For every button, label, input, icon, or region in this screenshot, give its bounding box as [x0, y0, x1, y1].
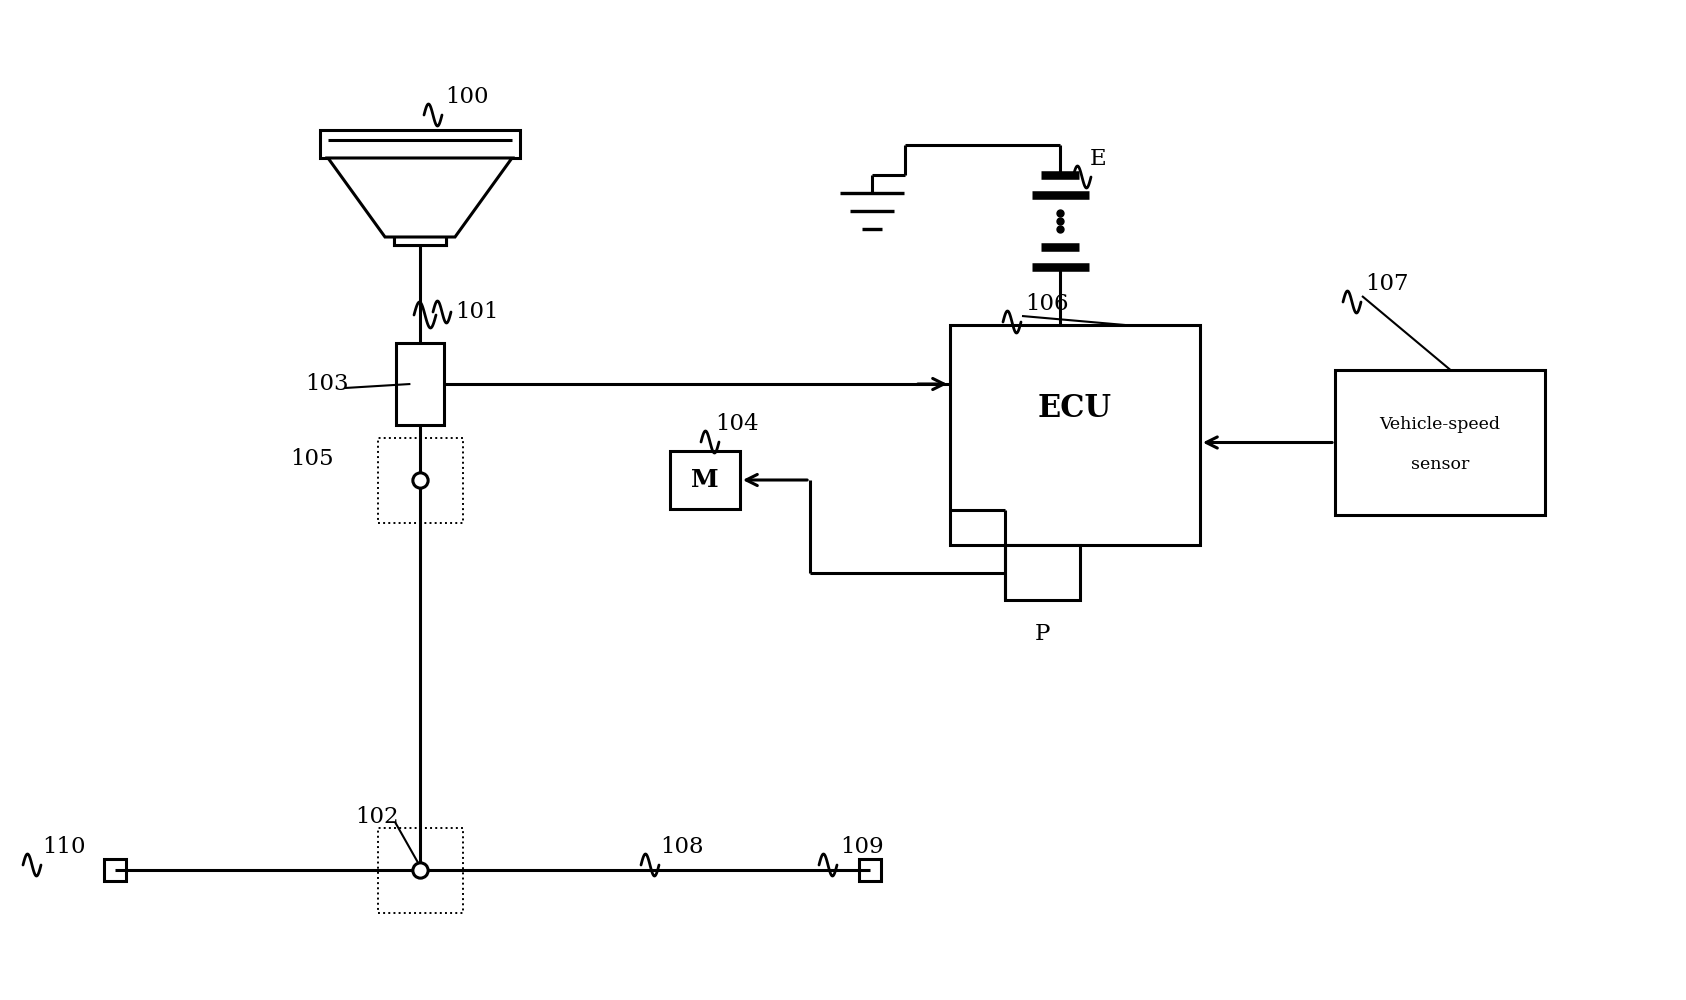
Text: 107: 107 [1366, 273, 1408, 295]
Bar [396, 343, 443, 425]
Bar [1335, 370, 1544, 515]
Text: E: E [1091, 148, 1106, 170]
Bar [858, 859, 882, 881]
Text: 109: 109 [840, 836, 883, 858]
Text: 110: 110 [42, 836, 86, 858]
Text: ECU: ECU [1039, 393, 1113, 424]
Text: 104: 104 [715, 413, 759, 435]
Bar [395, 223, 447, 245]
Polygon shape [329, 158, 513, 237]
Text: 101: 101 [455, 301, 499, 323]
Text: Vehicle-speed: Vehicle-speed [1379, 416, 1501, 433]
Bar [949, 325, 1200, 545]
Bar [1005, 545, 1081, 600]
Bar [669, 451, 740, 509]
Text: 108: 108 [659, 836, 703, 858]
Bar [378, 828, 462, 912]
Text: 100: 100 [445, 86, 489, 108]
Text: 105: 105 [290, 448, 334, 470]
Text: 106: 106 [1025, 293, 1069, 315]
Bar [378, 438, 462, 522]
Bar [395, 223, 447, 245]
Text: 102: 102 [356, 806, 398, 828]
Bar [320, 130, 519, 158]
Bar [105, 859, 126, 881]
Text: 103: 103 [305, 373, 349, 395]
Text: M: M [691, 468, 718, 492]
Text: P: P [1035, 623, 1050, 645]
Text: sensor: sensor [1411, 456, 1469, 473]
